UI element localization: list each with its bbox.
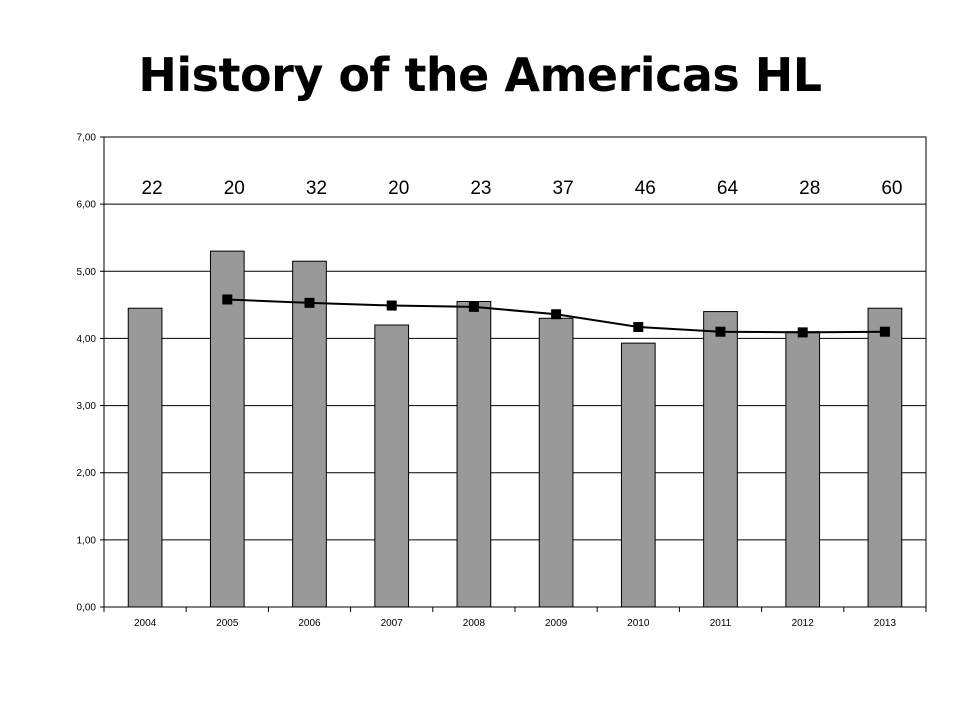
line-marker — [304, 297, 315, 308]
line-marker — [715, 326, 726, 337]
count-label: 23 — [470, 178, 491, 199]
x-tick-label: 2012 — [792, 618, 815, 629]
bar — [456, 301, 492, 608]
x-tick-label: 2005 — [216, 618, 239, 629]
count-label: 60 — [881, 178, 902, 199]
x-tick-labels: 2004 2005 2006 2007 2008 2009 2010 2011 2012 2013 — [134, 618, 896, 629]
chart-title: History of the Americas HL — [138, 48, 822, 102]
x-tick-label: 2011 — [710, 618, 732, 629]
x-tick-label: 2010 — [627, 618, 650, 629]
y-tick-label: 5,00 — [77, 267, 97, 278]
x-tick-label: 2007 — [381, 618, 404, 629]
bar — [538, 317, 574, 608]
y-tick-label: 4,00 — [77, 334, 97, 345]
line-marker — [633, 322, 644, 333]
bar — [292, 260, 327, 608]
bars — [127, 250, 903, 608]
line-marker — [468, 301, 479, 312]
bar — [867, 307, 903, 608]
count-label: 37 — [553, 178, 574, 199]
count-labels: 22 20 32 20 23 37 46 64 28 60 — [142, 178, 903, 199]
count-label: 46 — [635, 178, 656, 199]
trend-line — [222, 294, 890, 338]
y-tick-label: 6,00 — [77, 200, 97, 211]
line-marker — [222, 294, 233, 305]
bar — [374, 324, 410, 608]
line-marker — [551, 309, 562, 320]
bar — [209, 250, 245, 608]
y-tick-label: 1,00 — [77, 535, 97, 546]
y-tick-label: 2,00 — [77, 468, 97, 479]
x-tick-label: 2008 — [463, 618, 486, 629]
count-label: 22 — [142, 178, 163, 199]
y-tick-label: 3,00 — [77, 401, 97, 412]
bar — [703, 311, 738, 608]
x-tick-label: 2006 — [298, 618, 321, 629]
y-tick-labels: 0,00 1,00 2,00 3,00 4,00 5,00 6,00 7,00 — [77, 133, 97, 614]
count-label: 28 — [799, 178, 820, 199]
y-tick-label: 7,00 — [77, 133, 97, 144]
bar — [785, 331, 821, 608]
count-label: 32 — [306, 178, 327, 199]
y-tick-label: 0,00 — [77, 603, 97, 614]
line-marker — [386, 300, 397, 311]
count-label: 20 — [388, 178, 409, 199]
x-tick-label: 2013 — [874, 618, 897, 629]
count-label: 20 — [224, 178, 245, 199]
line-marker — [797, 327, 808, 338]
axes — [100, 136, 927, 612]
count-label: 64 — [717, 178, 739, 199]
line-marker — [879, 326, 890, 337]
bar — [127, 307, 163, 608]
bar — [620, 342, 656, 608]
x-tick-label: 2009 — [545, 618, 568, 629]
x-tick-label: 2004 — [134, 618, 157, 629]
